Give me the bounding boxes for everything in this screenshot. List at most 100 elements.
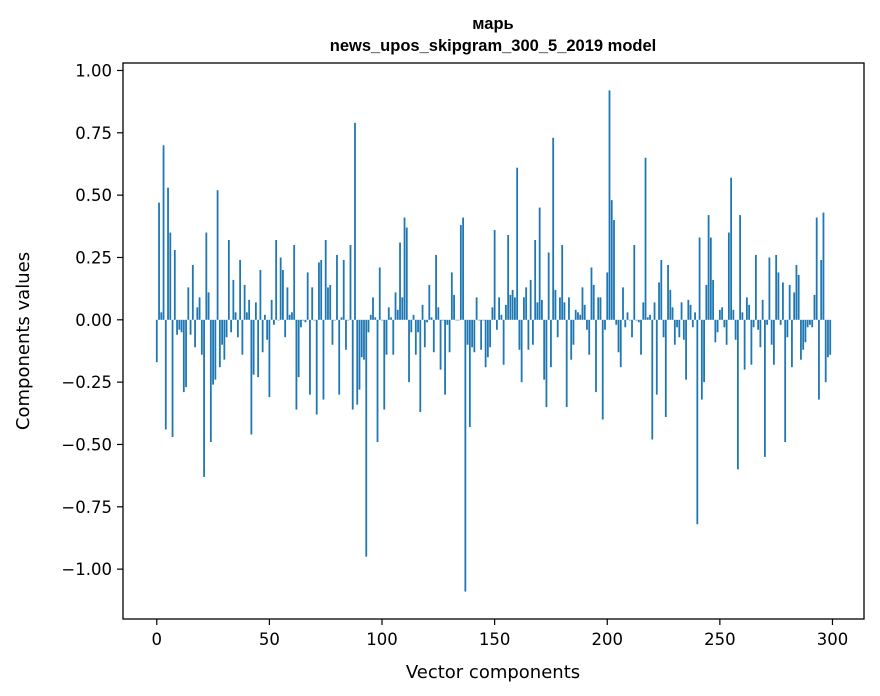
bar-component-162 [520,319,523,383]
bar-component-15 [189,319,192,335]
bar-component-297 [824,319,827,383]
y-tick-label: 0.00 [75,311,112,330]
bar-component-0 [155,319,158,363]
bar-component-3 [162,145,165,320]
bar-component-227 [667,264,669,320]
bar-component-282 [791,319,793,368]
bar-component-131 [450,272,453,320]
bar-component-216 [642,302,645,320]
bar-component-206 [619,319,622,368]
bar-component-37 [239,259,242,320]
bar-component-129 [446,319,449,325]
bar-component-292 [813,294,816,320]
y-axis-ticks: 1.00 0.75 0.50 0.25 0.00 −0.25 −0.50 −0.75 −1.00 [61,61,123,579]
bar-component-146 [484,319,487,368]
bar-component-222 [655,319,658,395]
bar-component-291 [811,319,814,328]
bar-component-46 [259,269,262,320]
bar-component-270 [764,319,766,457]
bar-component-273 [770,319,773,345]
bar-component-1 [158,202,160,320]
bar-component-171 [541,299,543,320]
bar-component-51 [270,299,273,320]
bar-component-124 [435,254,437,320]
bar-component-187 [577,312,579,320]
bar-component-223 [658,282,660,320]
x-axis-label: Vector components [406,662,580,683]
bar-component-192 [588,319,591,355]
bar-component-264 [750,319,753,365]
bar-component-167 [532,319,534,345]
bar-component-88 [354,122,356,320]
bar-component-258 [736,319,739,470]
bar-component-107 [396,309,399,320]
y-tick-label: 0.50 [75,186,112,205]
bar-component-209 [626,312,629,320]
bar-component-252 [723,319,726,328]
bar-component-257 [734,319,737,340]
x-tick-label: 100 [366,630,398,649]
bar-component-207 [622,287,624,320]
bar-component-179 [559,297,561,320]
bar-component-299 [829,319,832,355]
bar-component-205 [617,319,620,353]
bar-component-164 [525,287,528,320]
bar-component-250 [718,309,721,320]
bar-component-24 [209,319,212,442]
bar-component-140 [471,319,473,348]
bar-component-276 [777,272,780,320]
bar-component-117 [419,319,422,413]
bar-component-279 [784,319,787,442]
bar-component-74 [322,319,325,400]
bar-component-158 [511,289,514,320]
bar-component-295 [820,259,823,320]
bar-component-152 [498,297,501,320]
bar-component-141 [473,319,476,353]
bar-component-23 [207,292,210,320]
x-tick-label: 0 [152,630,163,649]
bar-component-220 [651,319,654,440]
y-tick-label: −0.75 [61,498,112,517]
bar-component-103 [387,307,390,320]
bar-component-208 [624,319,627,328]
bar-component-92 [363,319,365,360]
bar-component-60 [291,312,293,320]
bar-component-226 [664,319,667,418]
bar-component-86 [349,245,352,320]
bar-component-28 [218,319,221,368]
bar-component-65 [302,319,305,321]
bar-component-269 [761,299,764,320]
bar-component-289 [806,319,809,328]
bar-component-161 [518,319,521,350]
bar-component-148 [489,319,492,348]
bar-component-68 [309,319,311,395]
bar-component-230 [673,319,676,345]
bar-component-108 [399,242,401,320]
bar-component-94 [367,319,370,333]
bar-component-135 [459,225,462,320]
bar-component-202 [610,200,613,320]
bar-component-18 [196,307,199,320]
bar-component-290 [809,319,811,325]
bar-component-286 [800,319,802,360]
bar-component-98 [376,319,379,442]
bar-component-122 [430,317,433,320]
bar-component-189 [581,287,584,320]
bar-component-138 [466,319,469,345]
bar-component-143 [477,319,480,321]
bar-component-274 [773,319,775,365]
bar-component-168 [534,240,537,320]
bar-component-38 [241,319,244,355]
bar-component-71 [315,319,318,415]
bar-component-6 [169,232,172,320]
bar-component-200 [606,272,609,320]
bar-component-93 [365,319,368,557]
y-tick-label: −0.25 [61,373,112,392]
plot-frame [122,62,865,620]
bar-component-233 [680,302,683,320]
bars-group [155,90,832,592]
bar-component-272 [768,257,771,320]
bar-component-67 [306,272,309,320]
bar-component-224 [660,259,663,320]
